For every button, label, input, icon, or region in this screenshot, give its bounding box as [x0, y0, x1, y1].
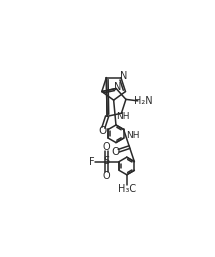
Text: N: N — [120, 71, 127, 81]
Text: O: O — [98, 126, 106, 136]
Text: NH: NH — [117, 112, 130, 121]
Text: O: O — [103, 142, 111, 152]
Text: H₂N: H₂N — [134, 96, 152, 106]
Text: S: S — [104, 156, 110, 166]
Text: O: O — [111, 147, 119, 157]
Text: N: N — [114, 82, 121, 92]
Text: H₃C: H₃C — [118, 184, 136, 194]
Text: O: O — [103, 171, 111, 181]
Text: NH: NH — [126, 131, 139, 140]
Text: F: F — [89, 157, 94, 167]
